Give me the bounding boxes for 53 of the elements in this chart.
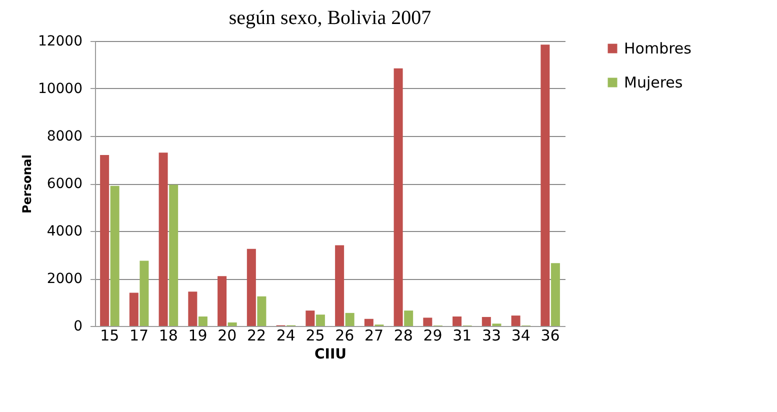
x-tick-label: 31 — [452, 326, 472, 344]
bar — [100, 155, 110, 326]
x-tick-label: 26 — [335, 326, 354, 344]
legend-label: Mujeres — [624, 74, 683, 92]
bar — [550, 263, 560, 326]
x-tick-label: 36 — [540, 326, 560, 344]
bar — [364, 318, 374, 326]
x-tick-label: 15 — [100, 326, 120, 344]
x-tick-label: 18 — [158, 326, 178, 344]
x-tick-label: 27 — [364, 326, 384, 344]
x-tick-label: 28 — [394, 326, 413, 344]
bar — [306, 310, 315, 326]
legend-label: Hombres — [624, 40, 692, 58]
bar — [218, 276, 227, 326]
x-tick-label: 24 — [276, 326, 296, 344]
bar — [452, 316, 462, 326]
bar — [158, 152, 168, 326]
x-tick-label: 25 — [306, 326, 325, 344]
bar — [482, 316, 491, 326]
y-tick-label: 10000 — [38, 81, 82, 97]
bar — [246, 248, 256, 326]
x-tick-label: 29 — [423, 326, 442, 344]
x-tick-label: 20 — [218, 326, 237, 344]
x-tick-label: 34 — [511, 326, 530, 344]
bar — [394, 68, 403, 326]
bar — [316, 314, 325, 326]
bar — [169, 184, 178, 326]
bar — [188, 292, 198, 326]
y-tick-label: 2000 — [46, 271, 82, 287]
x-axis-title: CIIU — [314, 346, 347, 362]
bar — [335, 245, 344, 326]
bar — [140, 260, 149, 326]
y-tick-label: 4000 — [46, 224, 82, 240]
x-tick-label: 22 — [247, 326, 266, 344]
bar — [257, 296, 266, 326]
bar — [228, 322, 237, 326]
y-tick-label: 6000 — [46, 176, 82, 192]
bar — [404, 310, 414, 326]
bar — [511, 316, 520, 326]
y-tick-label: 8000 — [46, 128, 82, 144]
bar — [423, 318, 432, 326]
bar — [198, 316, 208, 326]
x-tick-label: 19 — [188, 326, 208, 344]
x-tick-label: 33 — [482, 326, 502, 344]
y-tick-label: 12000 — [38, 34, 82, 50]
bar — [345, 312, 354, 326]
y-tick-label: 0 — [74, 318, 82, 334]
chart-title: según sexo, Bolivia 2007 — [228, 7, 432, 29]
bar — [110, 186, 120, 326]
x-tick-label: 17 — [130, 326, 149, 344]
bar — [129, 292, 138, 326]
y-axis-title: Personal — [20, 154, 34, 214]
bar — [540, 44, 550, 326]
